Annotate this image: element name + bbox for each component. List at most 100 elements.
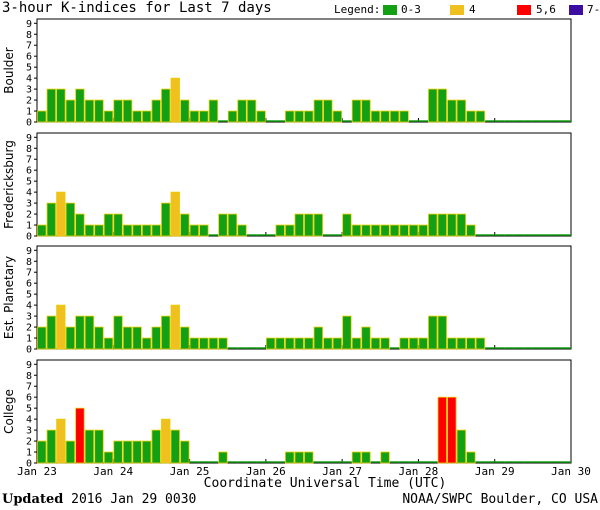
y-tick-label: 7 [26,268,32,279]
k-bar [132,440,142,464]
k-bar [189,337,200,350]
k-bar [332,337,343,350]
k-bar [447,99,457,123]
k-bar [380,224,390,237]
k-bar [380,337,390,350]
k-bar [56,88,66,123]
k-bar [103,337,114,350]
x-tick-label: Jan 29 [475,465,515,478]
k-bar [275,337,285,350]
k-bar [285,224,295,237]
updated-label: Updated [2,492,64,507]
y-tick-label: 6 [26,393,32,404]
k-bar [37,110,47,123]
y-tick-label: 5 [26,177,32,188]
k-bar [380,451,390,464]
k-bar [323,99,333,123]
k-bar [466,451,476,464]
panel-label: Est. Planetary [2,256,16,339]
k-bar [256,110,266,123]
k-bar [122,99,133,123]
k-bar [199,110,209,123]
k-bar [447,396,457,464]
k-bar [132,224,142,237]
y-tick-label: 8 [26,144,32,155]
k-bar [456,429,467,464]
k-bar [151,99,161,123]
k-bar [189,110,200,123]
k-bar [285,451,295,464]
k-bar [361,99,371,123]
y-tick-label: 1 [26,334,32,345]
k-bar [56,304,66,350]
k-bar [170,304,180,350]
k-bar [122,224,133,237]
k-bar [94,429,104,464]
legend-item-5-6: 5,6 [536,3,556,16]
y-tick-label: 1 [26,448,32,459]
k-bar [399,110,409,123]
k-bar [46,429,56,464]
k-bar [437,315,447,350]
k-bar [218,213,228,237]
updated-value: 2016 Jan 29 0030 [71,492,197,507]
k-bar [170,77,180,123]
k-bar [227,213,238,237]
k-bar [151,429,161,464]
k-bar [294,451,304,464]
k-bar [46,315,56,350]
k-bar [75,407,85,464]
k-bar [361,224,371,237]
k-bar [275,224,285,237]
k-bar [437,88,447,123]
y-tick-label: 9 [26,246,32,257]
k-bar [84,99,95,123]
k-bar [466,337,476,350]
y-tick-label: 2 [26,437,32,448]
k-bar [466,224,476,237]
k-bar [475,337,486,350]
y-tick-label: 3 [26,426,32,437]
y-tick-label: 7 [26,41,32,52]
k-bar [237,99,247,123]
k-bar [180,213,190,237]
k-bar [208,337,219,350]
y-tick-label: 0 [26,118,32,129]
k-bar [313,326,323,350]
k-bar [113,440,123,464]
panel-frame [36,132,572,237]
k-bar [199,224,209,237]
k-bar [37,440,47,464]
x-tick-label: Jan 27 [322,465,362,478]
k-bar [428,88,438,123]
k-bar [456,337,467,350]
k-bar [332,110,343,123]
k-bar [285,110,295,123]
panel-label: Boulder [2,47,16,94]
x-axis-title: Coordinate Universal Time (UTC) [203,476,447,491]
k-bar [151,326,161,350]
y-tick-label: 1 [26,221,32,232]
k-bar [170,191,180,237]
k-bar [304,337,314,350]
y-tick-label: 9 [26,19,32,30]
legend-swatch-5-6 [517,5,531,15]
x-tick-label: Jan 30 [551,465,591,478]
k-bar [313,99,323,123]
k-bar [389,224,400,237]
k-bar [380,110,390,123]
k-bar [456,99,467,123]
k-bar [161,315,171,350]
k-bar [246,99,257,123]
k-bar [475,110,486,123]
chart-title: 3-hour K-indices for Last 7 days [2,0,272,16]
y-tick-label: 3 [26,85,32,96]
k-bar [94,99,104,123]
k-bar [208,99,219,123]
panel-label: College [2,389,16,434]
y-tick-label: 5 [26,290,32,301]
y-tick-label: 9 [26,133,32,144]
k-bar [84,224,95,237]
k-bar [84,429,95,464]
y-tick-label: 2 [26,210,32,221]
